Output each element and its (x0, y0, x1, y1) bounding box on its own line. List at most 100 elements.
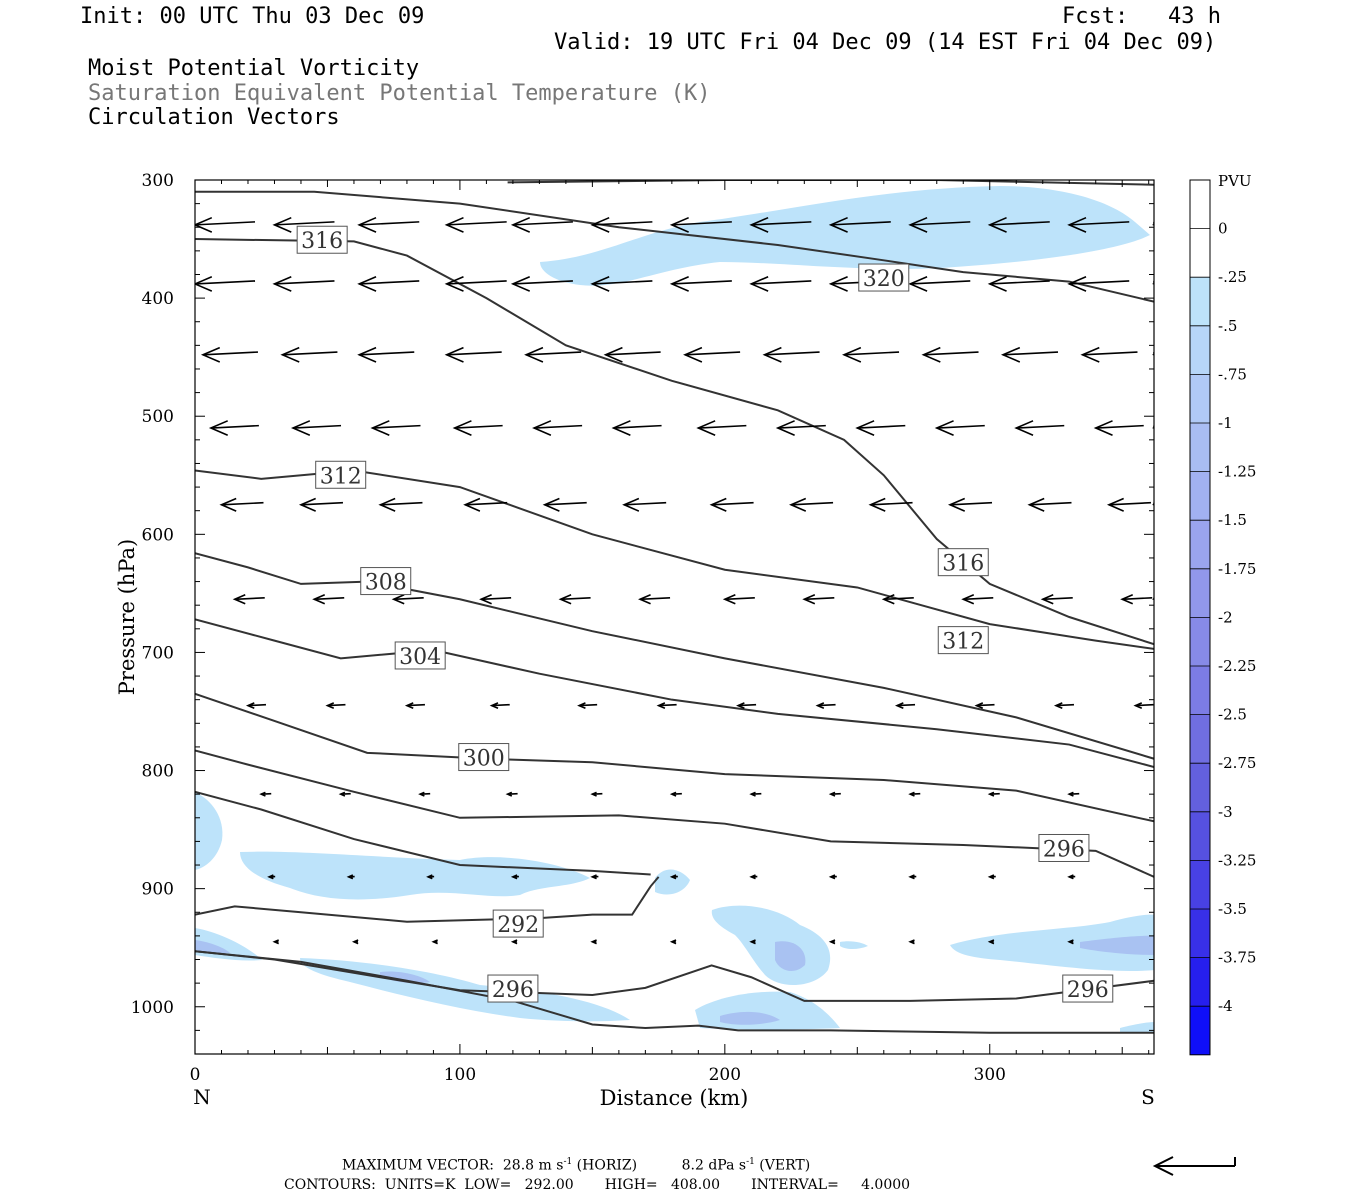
colorbar-swatch (1190, 228, 1210, 278)
colorbar-swatch (1190, 909, 1210, 958)
max-vector-vert: 8.2 dPa s (681, 1157, 747, 1174)
circulation-vector (669, 791, 682, 797)
circulation-vector (391, 594, 424, 605)
circulation-vector (590, 275, 653, 292)
circulation-vector (510, 275, 573, 292)
circulation-vector (346, 874, 355, 880)
contour-label-312: 312 (937, 626, 989, 655)
contour-label-text: 308 (365, 571, 407, 596)
circulation-vector (961, 594, 994, 605)
circulation-vector (272, 275, 335, 292)
north-end-label: N (193, 1085, 211, 1109)
circulation-vector (908, 791, 921, 797)
contour-label-text: 320 (863, 267, 905, 292)
theta-contour-300-6 (195, 692, 1154, 823)
circulation-vector (611, 420, 662, 436)
circulation-vector (195, 216, 256, 233)
pv-region-bottom-core (720, 1011, 780, 1025)
colorbar-swatch (1190, 1006, 1210, 1055)
circulation-vector (325, 702, 346, 710)
circulation-vector (815, 702, 836, 710)
contour-label-text: 292 (497, 913, 539, 938)
circulation-vector (542, 497, 587, 512)
circulation-vector (1151, 352, 1154, 356)
contour-label-box (458, 743, 510, 772)
field-title-1: Moist Potential Vorticity (88, 56, 420, 81)
contour-label-box (858, 263, 910, 292)
colorbar-swatch (1190, 423, 1210, 472)
circulation-vector (426, 874, 435, 880)
contour-label-320: 320 (858, 263, 910, 292)
circulation-vector (1067, 275, 1130, 292)
theta-contour-surface-11 (195, 950, 1154, 1034)
colorbar-label: -3 (1218, 803, 1233, 821)
contour-label-text: 316 (301, 229, 343, 254)
colorbar-swatch (1190, 763, 1210, 812)
colorbar-swatch (1190, 957, 1210, 1007)
max-vector-horiz: 28.8 m s (502, 1157, 564, 1174)
circulation-vector (1093, 420, 1144, 436)
circulation-vector (947, 497, 993, 512)
circulation-vector (232, 594, 265, 605)
circulation-vector (219, 497, 264, 512)
circulation-vector (842, 346, 900, 363)
colorbar-unit: PVU (1218, 172, 1252, 190)
circulation-vector (558, 594, 591, 605)
circulation-vector (418, 791, 431, 797)
circulation-vector (452, 420, 503, 436)
colorbar-swatch (1190, 471, 1210, 521)
circulation-vector (431, 939, 438, 945)
theta-contour-296-8 (195, 790, 651, 876)
pv-region-mid-right-core (775, 941, 806, 972)
colorbar-label: -4 (1218, 997, 1233, 1015)
theta-contour-304-5 (195, 618, 1154, 768)
contour-label-box (360, 567, 412, 596)
pv-shading (195, 186, 1154, 1032)
circulation-vector (1067, 216, 1130, 233)
y-tick-label: 900 (142, 880, 174, 900)
contour-label-box (487, 974, 539, 1003)
theta-contour-320-1 (507, 180, 1154, 186)
circulation-vector (987, 939, 995, 945)
pv-region-low-band-core (380, 971, 430, 984)
circulation-vector (622, 497, 667, 512)
circulation-vector (505, 791, 518, 797)
colorbar-label: -.5 (1218, 317, 1237, 335)
theta-contour-312-3 (195, 469, 1154, 650)
circulation-vector (378, 497, 423, 512)
circulation-vector (357, 216, 420, 233)
init-time: Init: 00 UTC Thu 03 Dec 09 (80, 4, 425, 29)
contour-label-296: 296 (1062, 974, 1114, 1003)
circulation-vector (749, 939, 756, 945)
circulation-vector (590, 791, 603, 797)
circulation-vector (894, 702, 916, 710)
colorbar-label: -3.75 (1218, 949, 1256, 967)
circulation-vector (208, 420, 259, 436)
circulation-vector (762, 346, 820, 363)
colorbar-label: -1.5 (1218, 511, 1247, 529)
colorbar-label: -3.25 (1218, 851, 1256, 869)
circulation-vector (1014, 420, 1065, 436)
contour-label-box (937, 548, 989, 577)
circulation-vector (195, 275, 256, 292)
field-title-3: Circulation Vectors (88, 105, 340, 130)
circulation-vector (267, 874, 276, 880)
y-axis-label: Pressure (hPa) (115, 539, 139, 695)
circulation-vector (1151, 597, 1154, 601)
circulation-vector (736, 702, 757, 710)
circulation-vector (1027, 497, 1072, 512)
circulation-vector (789, 497, 834, 512)
circulation-vector (532, 420, 583, 436)
theta-contour-296-7 (195, 749, 1154, 878)
x-tick-label: 0 (190, 1065, 201, 1085)
contour-label-312: 312 (315, 460, 367, 489)
circulation-vector (603, 346, 661, 363)
pv-region-left-mid (195, 792, 223, 870)
circulation-vector (656, 702, 677, 710)
circulation-vector (1151, 221, 1154, 226)
circulation-vector (683, 346, 741, 363)
colorbar-swatch (1190, 277, 1210, 326)
colorbar-swatch (1190, 180, 1210, 229)
contour-label-text: 304 (399, 645, 441, 670)
theta-contour-296-10 (195, 950, 1154, 1002)
